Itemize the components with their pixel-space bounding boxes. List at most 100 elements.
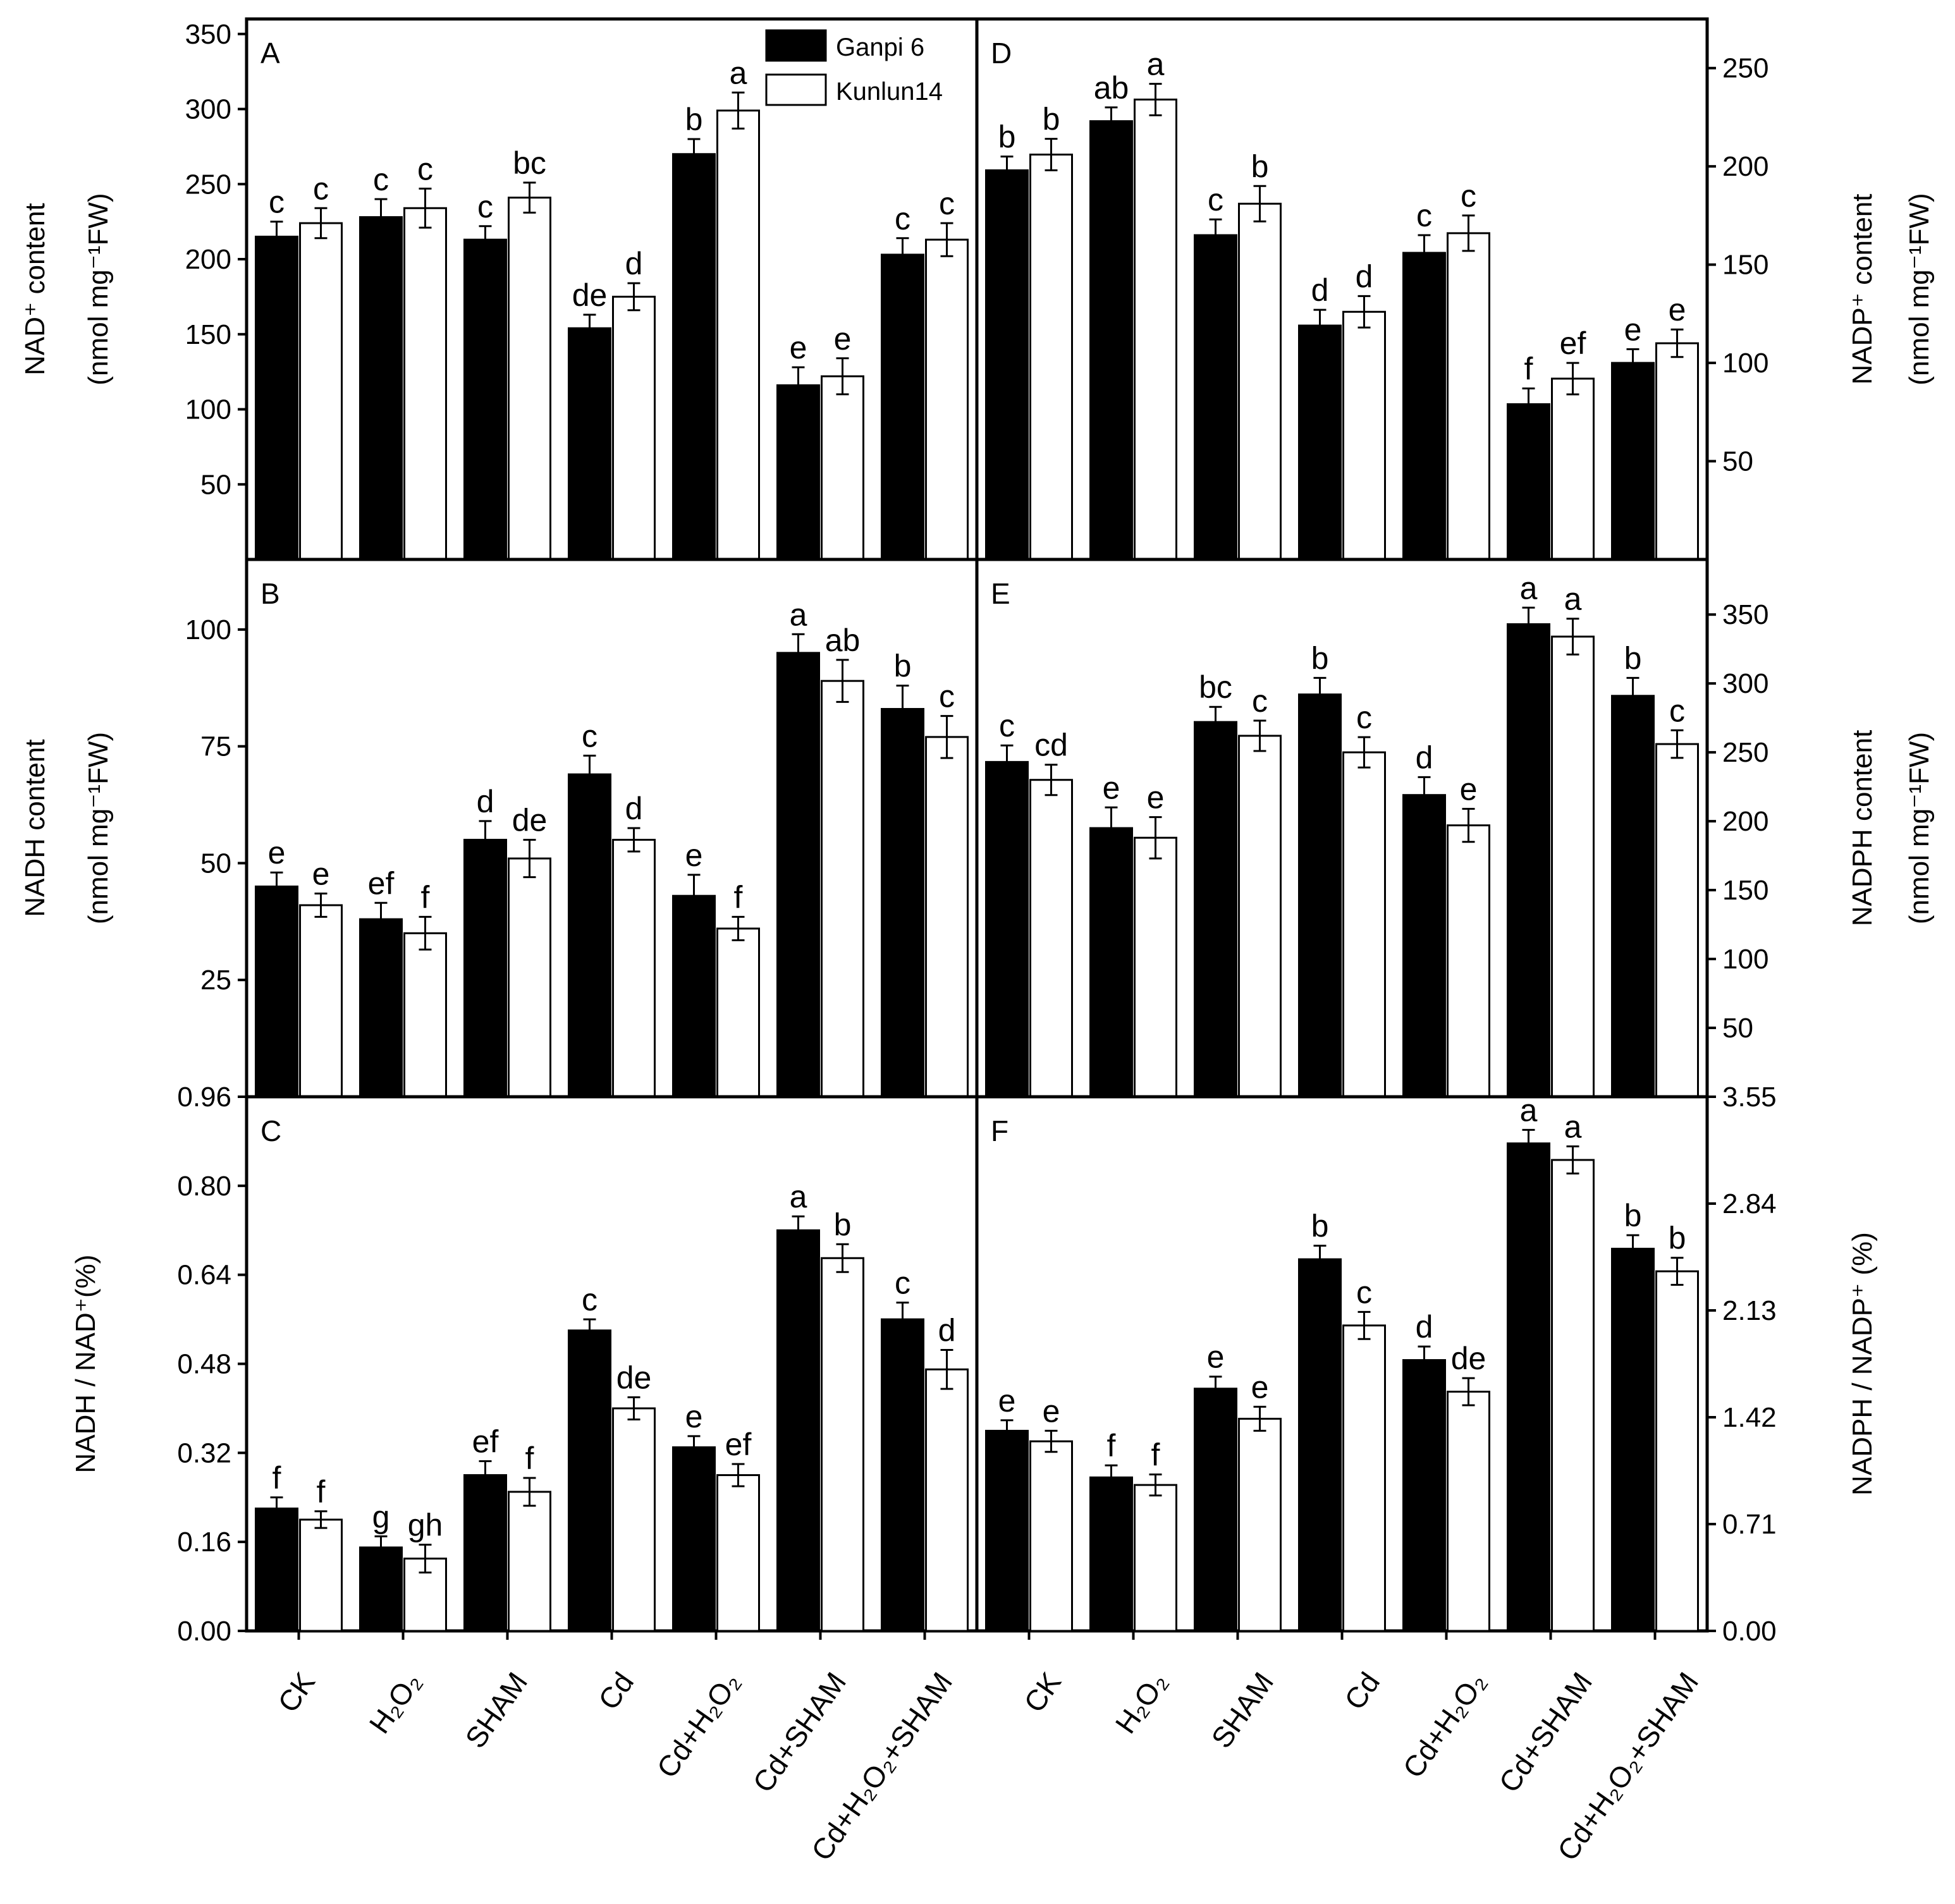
panel-b-bar-ganpi6 — [776, 652, 820, 1098]
panel-d-sig-letter: e — [1669, 292, 1686, 327]
panel-b-error-bar — [896, 685, 909, 733]
panel-f-error-bar — [1105, 1464, 1118, 1491]
panel-f-bar-ganpi6 — [985, 1429, 1029, 1632]
panel-f-bar-kunlun14 — [1134, 1484, 1177, 1632]
panel-a-sig-letter: de — [572, 278, 608, 313]
panel-b-error-bar — [479, 820, 492, 860]
panel-b-ytick-label: 25 — [200, 965, 231, 996]
panel-f-sig-letter: d — [1416, 1309, 1433, 1345]
panel-d-error-bar — [1566, 362, 1579, 396]
panel-c: C 0.00 0.16 0.32 0.48 0.64 0.80 0.96 NADH / NAD⁺… — [70, 1082, 979, 1647]
panel-d-bar-kunlun14 — [1551, 377, 1595, 561]
panel-e-bar-kunlun14 — [1342, 751, 1386, 1098]
panel-e-error-bar — [1045, 764, 1058, 796]
panel-d-ytick-label: 250 — [1722, 53, 1768, 84]
panel-b-bar-ganpi6 — [359, 918, 403, 1098]
panel-e-sig-letter: c — [1669, 693, 1685, 728]
panel-d-sig-letter: b — [1043, 102, 1060, 137]
panel-d-error-bar — [1253, 185, 1266, 223]
panel-e-error-bar — [1105, 806, 1118, 850]
panel-a-ytick-label: 100 — [185, 394, 231, 425]
panel-a-error-bar — [314, 207, 328, 240]
panel-f-bar-kunlun14 — [1447, 1391, 1490, 1632]
panel-f-error-bar — [1418, 1345, 1431, 1375]
panel-d-error-bar — [1522, 388, 1535, 421]
panel-e: E 50 100 150 200 250 300 350 NADPH content (nmol … — [975, 558, 1935, 1099]
panel-a-error-bar — [940, 222, 953, 257]
panel-c-error-bar — [523, 1477, 536, 1507]
panel-f-bar-ganpi6 — [1507, 1142, 1550, 1632]
panel-a-sig-letter: c — [417, 151, 433, 186]
panel-f-bar-ganpi6 — [1089, 1476, 1133, 1632]
panel-d-ylabel: (nmol mg⁻¹FW) — [1904, 193, 1935, 385]
panel-d-bar-ganpi6 — [1507, 403, 1550, 561]
panel-f-sig-letter: f — [1107, 1428, 1116, 1463]
panel-b-sig-letter: d — [625, 791, 643, 826]
panel-c-error-bar — [374, 1535, 388, 1560]
panel-b-bar-kunlun14 — [821, 680, 864, 1098]
panel-f-bar-kunlun14 — [1655, 1270, 1699, 1632]
panel-a-sig-letter: e — [790, 330, 807, 365]
panel-a-bar-kunlun14 — [821, 375, 864, 561]
panel-f-ytick-label: 1.42 — [1722, 1402, 1777, 1433]
panel-c-sig-letter: gh — [408, 1508, 443, 1543]
panel-a-ytick-label: 200 — [185, 244, 231, 275]
panel-d-bar-kunlun14 — [1655, 342, 1699, 561]
panel-f-error-bar — [1313, 1245, 1327, 1274]
panel-a-error-bar — [627, 282, 640, 312]
panel-c-sig-letter: b — [834, 1207, 852, 1242]
panel-a-error-bar — [374, 198, 388, 236]
panel-d-sig-letter: b — [1251, 149, 1269, 184]
panel-e-error-bar — [1253, 719, 1266, 752]
panel-d-ytick-label: 100 — [1722, 348, 1768, 379]
panel-a-bar-ganpi6 — [359, 216, 403, 561]
panel-d-bar-kunlun14 — [1342, 310, 1386, 561]
panel-e-letter: E — [991, 577, 1010, 610]
panel-b-bar-ganpi6 — [255, 885, 298, 1098]
panel-c-error-bar — [687, 1435, 701, 1460]
panel-a-error-bar — [523, 181, 536, 214]
panel-e-sig-letter: d — [1416, 740, 1433, 775]
panel-f-error-bar — [1566, 1145, 1579, 1175]
panel-d-bar-kunlun14 — [1134, 98, 1177, 561]
panel-e-sig-letter: a — [1564, 582, 1582, 617]
panel-d-sig-letter: c — [1208, 182, 1223, 217]
panel-d-sig-letter: a — [1147, 47, 1165, 82]
panel-e-error-bar — [1418, 776, 1431, 814]
legend: Ganpi 6 Kunlun14 — [765, 29, 943, 106]
panel-c-error-bar — [583, 1318, 596, 1343]
panel-e-sig-letter: b — [1311, 640, 1329, 676]
panel-a-bar-kunlun14 — [716, 109, 760, 561]
panel-f: F 0.00 0.71 1.42 2.13 2.84 3.55 NADPH / NADP⁺ (… — [975, 1082, 1878, 1647]
panel-c-error-bar — [479, 1460, 492, 1491]
panel-f-error-bar — [1045, 1429, 1058, 1453]
panel-f-error-bar — [1522, 1128, 1535, 1158]
panel-a-bar-ganpi6 — [881, 253, 924, 561]
panel-e-bar-ganpi6 — [1402, 794, 1446, 1098]
panel-a-ytick-label: 350 — [185, 19, 231, 50]
panel-b-bar-ganpi6 — [463, 838, 507, 1098]
panel-d: D 50 100 150 200 250 NADP⁺ content (nmol mg⁻¹FW… — [975, 17, 1935, 561]
panel-f-error-bar — [1253, 1405, 1266, 1432]
panel-c-bar-kunlun14 — [925, 1368, 969, 1632]
panel-a-sig-letter: e — [834, 321, 852, 357]
panel-c-bar-ganpi6 — [463, 1474, 507, 1632]
panel-b-ytick-label: 100 — [185, 614, 231, 645]
panel-d-ytick-label: 50 — [1722, 446, 1753, 477]
panel-a-sig-letter: c — [269, 185, 285, 220]
panel-a-error-bar — [896, 237, 909, 272]
panel-c-error-bar — [836, 1243, 849, 1273]
panel-b-frame — [245, 558, 979, 1099]
panel-c-ytick-label: 0.80 — [177, 1171, 231, 1202]
panel-e-ylabel: (nmol mg⁻¹FW) — [1904, 732, 1935, 924]
panel-b-sig-letter: f — [421, 879, 430, 915]
panel-c-ytick-label: 0.64 — [177, 1260, 231, 1291]
panel-d-bar-ganpi6 — [1089, 120, 1133, 561]
panel-b-sig-letter: d — [477, 784, 494, 819]
panel-d-sig-letter: d — [1311, 272, 1329, 308]
panel-b-sig-letter: a — [790, 597, 807, 632]
panel-f-error-bar — [1626, 1234, 1639, 1264]
panel-f-ytick-label: 0.00 — [1722, 1616, 1777, 1647]
panel-c-bar-kunlun14 — [716, 1474, 760, 1632]
panel-f-sig-letter: de — [1451, 1341, 1486, 1376]
